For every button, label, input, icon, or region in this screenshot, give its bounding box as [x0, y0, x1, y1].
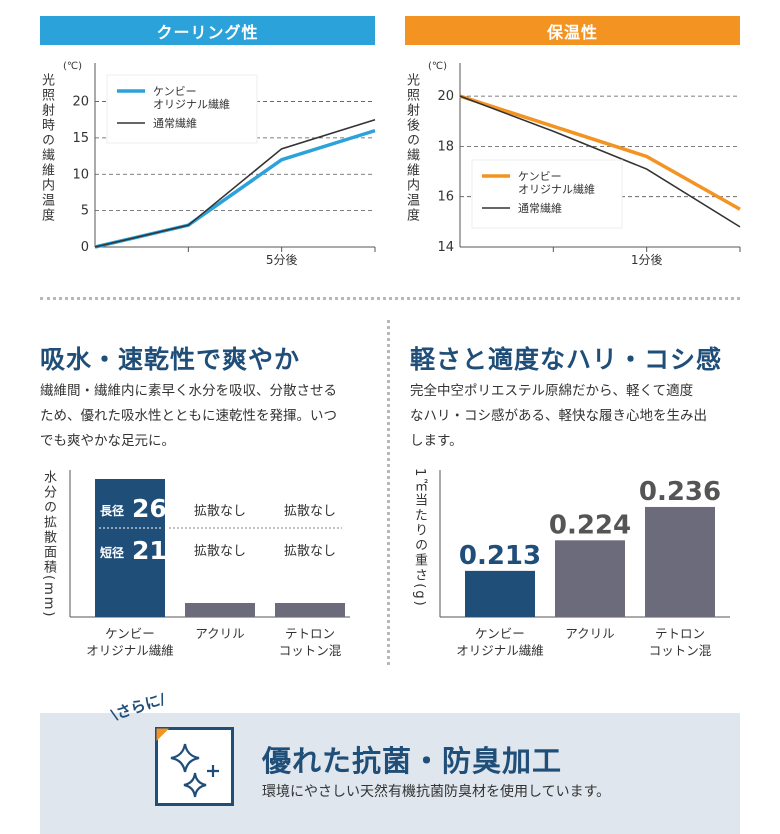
category-label: ケンビー: [105, 626, 155, 641]
bar: [645, 506, 715, 617]
bar-value-label: 0.224: [549, 510, 631, 540]
category-label: ケンビー: [475, 626, 525, 641]
absorb-y-label: 水分の拡散面積(mm): [41, 470, 56, 619]
y-tick-label: 16: [437, 190, 454, 205]
light-title: 軽さと適度なハリ・コシ感: [410, 345, 723, 374]
absorb-text: 繊維間・繊維内に素早く水分を吸収、分散させる ため、優れた吸水性とともに速乾性を発…: [40, 383, 337, 449]
light-text: 完全中空ポリエステル原綿だから、軽くて適度 なハリ・コシ感がある、軽快な履き心地を…: [410, 383, 707, 449]
series-line: [459, 95, 741, 228]
long-axis-value: 26: [132, 494, 167, 523]
bar: [275, 603, 345, 617]
category-label: テトロン: [655, 626, 705, 641]
warmth-banner: 保温性: [405, 16, 740, 45]
series-line: [94, 128, 376, 249]
no-diffusion-label: 拡散なし: [284, 504, 336, 519]
warmth-y-label: 光照射後の繊維内温度: [404, 73, 419, 223]
cooling-y-label: 光照射時の繊維内温度: [39, 73, 54, 223]
legend-box: [106, 74, 258, 144]
legend-label: 通常繊維: [518, 202, 562, 215]
series-line: [459, 94, 741, 211]
section-divider: [40, 297, 740, 300]
bar: [465, 570, 535, 617]
cooling-banner: クーリング性: [40, 16, 375, 45]
short-axis-label: 短径: [100, 545, 124, 560]
y-tick-label: 20: [72, 95, 89, 110]
bar-value-label: 0.236: [639, 477, 721, 507]
column-divider: [387, 320, 390, 665]
long-axis-label: 長径: [100, 503, 124, 518]
legend-label: ケンビー: [153, 85, 197, 98]
category-label: テトロン: [285, 626, 335, 641]
category-label: アクリル: [195, 626, 244, 641]
x-tick-label: 5分後: [266, 253, 298, 267]
y-unit: (℃): [63, 61, 82, 72]
weight-y-label: 1㎡当たりの重さ(g): [412, 468, 427, 608]
y-tick-label: 18: [437, 139, 454, 154]
y-tick-label: 0: [81, 240, 89, 255]
legend-box: [471, 159, 623, 229]
y-tick-label: 10: [72, 167, 89, 182]
no-diffusion-label: 拡散なし: [194, 544, 246, 559]
absorb-chart: 長径 26短径 21拡散なし拡散なし拡散なし拡散なしケンビーオリジナル繊維アクリルテ…: [69, 470, 350, 658]
sparkle-icon: [155, 727, 234, 806]
bar: [95, 479, 165, 617]
legend-label: オリジナル繊維: [153, 98, 230, 111]
bar: [185, 603, 255, 617]
y-tick-label: 14: [437, 240, 454, 255]
x-tick-label: 1分後: [631, 253, 663, 267]
bar: [555, 540, 625, 617]
legend-label: ケンビー: [518, 170, 562, 183]
category-label: アクリル: [565, 626, 614, 641]
y-tick-label: 5: [81, 204, 89, 219]
category-label: オリジナル繊維: [456, 643, 544, 658]
extra-title: 優れた抗菌・防臭加工: [262, 744, 563, 778]
no-diffusion-label: 拡散なし: [194, 504, 246, 519]
no-diffusion-label: 拡散なし: [284, 544, 336, 559]
category-label: オリジナル繊維: [86, 643, 174, 658]
bar-value-label: 0.213: [459, 541, 541, 571]
short-axis-value: 21: [132, 536, 167, 565]
legend-label: オリジナル繊維: [518, 183, 595, 196]
y-unit: (℃): [428, 61, 447, 72]
absorb-title: 吸水・速乾性で爽やか: [40, 345, 301, 374]
series-line: [94, 118, 376, 248]
y-tick-label: 15: [72, 131, 89, 146]
y-tick-label: 20: [437, 89, 454, 104]
category-label: コットン混: [279, 643, 342, 658]
legend-label: 通常繊維: [153, 117, 197, 130]
category-label: コットン混: [649, 643, 712, 658]
extra-text: 環境にやさしい天然有機抗菌防臭材を使用しています。: [262, 784, 611, 800]
